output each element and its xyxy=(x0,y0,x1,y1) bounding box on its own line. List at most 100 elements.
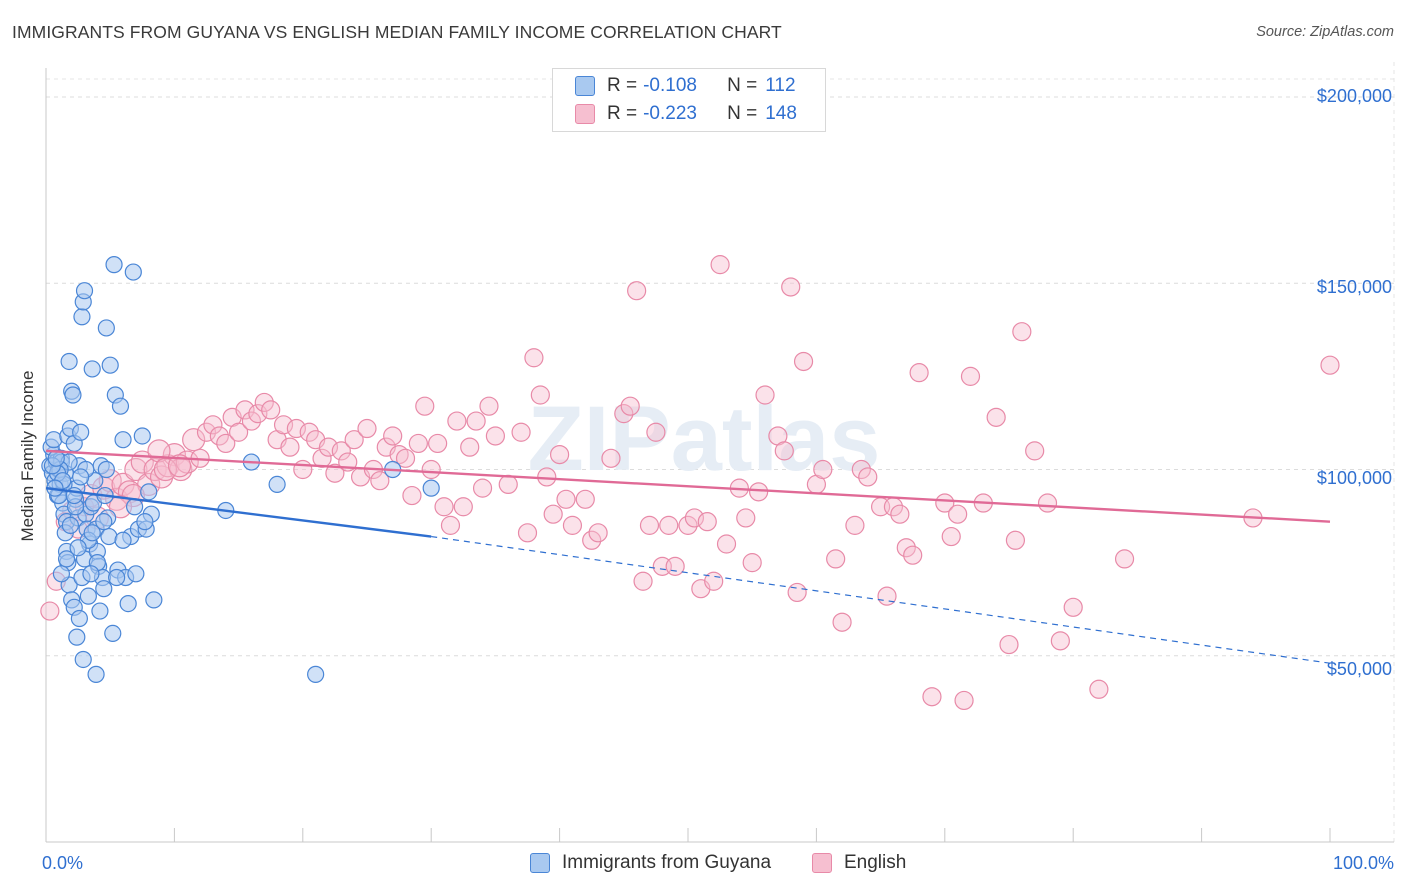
english-point xyxy=(498,474,518,494)
guyana-point xyxy=(52,565,71,583)
english-point xyxy=(948,504,968,524)
english-point xyxy=(1037,493,1058,513)
guyana-point xyxy=(136,513,154,531)
english-point xyxy=(556,489,576,509)
guyana-point xyxy=(45,431,63,449)
english-point xyxy=(543,504,563,524)
english-point xyxy=(216,433,236,454)
guyana-point xyxy=(82,565,100,583)
guyana-point xyxy=(68,628,86,646)
english-point xyxy=(620,396,640,416)
legend-row-english: R = -0.223 N = 148 xyxy=(575,101,797,127)
guyana-point xyxy=(64,386,82,404)
english-point xyxy=(903,545,923,565)
guyana-point xyxy=(127,565,145,583)
english-point xyxy=(749,482,769,502)
english-point xyxy=(293,459,313,480)
english-point xyxy=(273,415,294,435)
english-point xyxy=(196,422,217,442)
guyana-point xyxy=(79,587,97,605)
english-point xyxy=(248,404,268,424)
legend-n-label: N = xyxy=(727,75,758,96)
english-point xyxy=(877,586,897,606)
english-point xyxy=(646,422,666,442)
guyana-point xyxy=(70,609,88,628)
guyana-point xyxy=(268,475,286,493)
guyana-swatch xyxy=(530,853,550,873)
bottom-legend: Immigrants from Guyana English xyxy=(0,852,1406,878)
english-point xyxy=(562,515,583,535)
english-point xyxy=(182,428,206,452)
english-point xyxy=(485,426,505,446)
english-point xyxy=(325,463,345,483)
english-point xyxy=(1063,597,1083,617)
english-point xyxy=(331,441,351,461)
english-point xyxy=(582,530,602,550)
guyana-point xyxy=(133,427,151,445)
guyana-point xyxy=(119,594,137,613)
english-point xyxy=(678,515,698,535)
english-point xyxy=(383,426,403,446)
english-point xyxy=(167,454,192,478)
english-point xyxy=(999,634,1019,655)
english-point xyxy=(1114,549,1135,569)
english-trend-line xyxy=(45,449,1331,523)
english-point xyxy=(1025,441,1045,461)
legend-n-label: N = xyxy=(727,103,758,124)
english-point xyxy=(941,526,961,547)
english-point xyxy=(460,437,480,457)
english-point xyxy=(639,515,660,535)
english-point xyxy=(472,478,493,498)
bottom-legend-guyana-label: Immigrants from Guyana xyxy=(562,852,772,873)
guyana-point xyxy=(69,539,87,557)
bottom-legend-english: English xyxy=(812,852,906,874)
legend-r-value: -0.108 xyxy=(643,75,697,96)
guyana-trend-extension xyxy=(431,535,1331,664)
english-point xyxy=(787,582,807,603)
english-point xyxy=(517,523,538,543)
english-point xyxy=(813,459,833,480)
english-point xyxy=(124,457,148,482)
english-point xyxy=(344,430,364,450)
english-point xyxy=(312,448,332,468)
guyana-point xyxy=(73,308,91,326)
english-point xyxy=(428,433,448,454)
english-point xyxy=(229,422,249,442)
gridlines xyxy=(46,62,1395,842)
english-point xyxy=(1050,631,1070,651)
english-point xyxy=(832,612,852,632)
x-max-label: 100.0% xyxy=(1332,853,1394,873)
y-tick-label: $150,000 xyxy=(1316,277,1392,297)
english-swatch xyxy=(575,104,595,124)
english-point xyxy=(466,411,486,431)
english-point xyxy=(421,459,441,480)
english-point xyxy=(395,448,416,468)
english-point xyxy=(935,493,955,513)
english-point xyxy=(286,418,306,439)
legend: R = -0.108 N = 112 R = -0.223 N = 148 xyxy=(552,68,826,132)
english-point xyxy=(440,515,461,535)
chart-source: Source: ZipAtlas.com xyxy=(1256,24,1394,40)
bottom-legend-guyana: Immigrants from Guyana xyxy=(530,852,771,874)
english-point xyxy=(261,400,281,420)
y-axis-title: Median Family Income xyxy=(18,370,37,542)
guyana-point xyxy=(108,568,126,587)
guyana-point xyxy=(83,524,101,542)
english-point xyxy=(162,443,186,467)
english-point xyxy=(1005,530,1026,550)
english-point xyxy=(588,523,608,543)
english-point xyxy=(736,508,756,528)
y-tick-label: $200,000 xyxy=(1316,86,1392,106)
english-point xyxy=(415,396,435,416)
english-points xyxy=(40,255,1340,711)
chart-title: IMMIGRANTS FROM GUYANA VS ENGLISH MEDIAN… xyxy=(12,22,782,42)
english-point xyxy=(1320,355,1340,375)
guyana-swatch xyxy=(575,76,595,96)
guyana-point xyxy=(114,531,132,549)
english-point xyxy=(209,426,229,446)
y-tick-label: $50,000 xyxy=(1326,659,1392,679)
english-point xyxy=(954,690,974,711)
guyana-point xyxy=(60,352,78,371)
english-point xyxy=(1012,322,1032,342)
